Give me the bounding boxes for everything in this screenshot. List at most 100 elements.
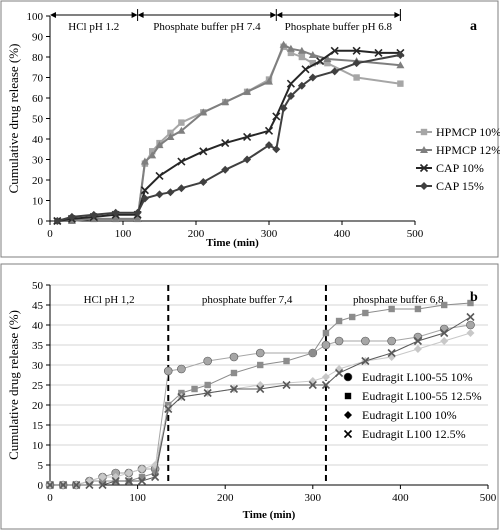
y-tick-label: 30	[32, 155, 44, 167]
data-point	[279, 40, 288, 48]
data-point	[155, 171, 164, 180]
data-point	[353, 74, 360, 81]
legend-label: Eudragit L100-55 12.5%	[362, 389, 482, 403]
legend-label: CAP 15%	[436, 179, 484, 193]
arrowhead-left-icon	[276, 12, 283, 18]
arrowhead-right-icon	[394, 12, 401, 18]
data-point	[309, 59, 316, 67]
y-tick-label: 10	[32, 196, 44, 208]
legend-marker	[343, 372, 353, 382]
y-tick-label: 40	[32, 320, 44, 332]
data-point	[298, 53, 306, 61]
data-point	[177, 157, 186, 166]
legend-marker	[419, 163, 429, 173]
data-point	[387, 336, 396, 346]
phase-label: HCl pH 1,2	[84, 294, 135, 306]
x-tick-label: 200	[188, 228, 205, 240]
y-axis-title: Cumulative drug release (%)	[6, 44, 21, 194]
x-tick-label: 100	[115, 228, 132, 240]
y-tick-label: 0	[38, 216, 44, 228]
data-point	[230, 369, 238, 377]
data-point	[59, 480, 68, 490]
x-tick-label: 400	[392, 492, 409, 504]
data-point	[286, 44, 295, 52]
data-point	[203, 388, 212, 398]
data-point	[467, 299, 474, 307]
data-point	[466, 312, 475, 322]
data-point	[272, 145, 281, 154]
data-point	[151, 469, 159, 477]
x-tick-label: 400	[334, 228, 351, 240]
data-point	[148, 151, 157, 159]
legend-entry: CAP 15%	[416, 179, 484, 193]
data-point	[265, 141, 273, 150]
data-point	[322, 329, 330, 337]
legend-label: CAP 10%	[436, 161, 484, 175]
panel-a-frame	[0, 0, 499, 258]
data-point	[72, 480, 81, 490]
data-point	[323, 55, 332, 63]
data-point	[466, 320, 475, 330]
series-eudragit-l100-12-5	[45, 312, 475, 490]
data-point	[124, 469, 133, 477]
arrowhead-left-icon	[50, 12, 56, 18]
data-point	[334, 336, 344, 346]
data-point	[361, 356, 370, 366]
x-tick-label: 300	[305, 492, 322, 504]
data-point	[397, 80, 404, 87]
data-point	[349, 313, 356, 321]
panel-letter: b	[470, 290, 478, 305]
data-point	[440, 328, 449, 338]
legend-entry: Eudragit L100-55 10%	[343, 370, 473, 384]
data-point	[264, 126, 274, 135]
data-point	[140, 194, 149, 203]
y-tick-label: 5	[38, 460, 44, 472]
legend-entry: HPMCP 12%	[416, 143, 500, 157]
data-point	[243, 87, 252, 95]
data-point	[335, 368, 344, 378]
data-point	[85, 480, 94, 490]
data-point	[221, 165, 230, 174]
data-point	[330, 67, 339, 76]
y-tick-label: 100	[27, 11, 44, 23]
y-tick-label: 0	[38, 480, 44, 492]
arrowhead-right-icon	[270, 12, 277, 18]
data-point	[221, 98, 230, 106]
data-point	[149, 148, 156, 155]
data-point	[283, 357, 290, 365]
data-point	[256, 384, 265, 394]
data-point	[167, 129, 174, 137]
data-point	[297, 46, 306, 54]
legend-marker	[420, 146, 428, 153]
panel-a-release-chart: 0 10 20 30 40 50 60 70 80 90 100 0 100 200 300 400 500 Ti…	[0, 0, 500, 258]
data-point	[374, 48, 383, 57]
data-point	[308, 380, 317, 390]
data-point	[138, 473, 146, 481]
data-point	[177, 184, 186, 193]
phase-label: HCl pH 1.2	[68, 21, 119, 33]
y-tick-label: 50	[32, 114, 44, 126]
data-point	[221, 139, 230, 148]
data-point	[191, 385, 198, 393]
data-point	[272, 112, 281, 121]
legend-marker	[343, 429, 353, 439]
data-point	[287, 49, 295, 57]
data-point	[413, 345, 422, 353]
data-point	[137, 465, 146, 473]
data-point	[98, 473, 107, 481]
legend-entry: CAP 10%	[416, 161, 484, 175]
data-point	[140, 186, 149, 195]
data-point	[199, 147, 208, 156]
data-point	[98, 480, 107, 490]
data-point	[243, 132, 252, 142]
data-point	[111, 214, 120, 222]
data-point	[308, 73, 317, 82]
y-tick-label: 40	[32, 134, 44, 146]
data-point	[255, 348, 265, 358]
data-point	[164, 404, 173, 414]
data-point	[388, 305, 395, 313]
data-point	[321, 380, 331, 390]
data-point	[330, 46, 339, 55]
